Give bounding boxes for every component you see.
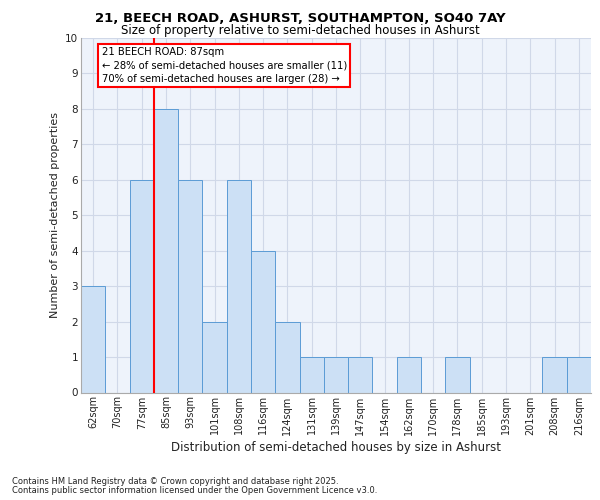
Text: 21, BEECH ROAD, ASHURST, SOUTHAMPTON, SO40 7AY: 21, BEECH ROAD, ASHURST, SOUTHAMPTON, SO… [95, 12, 505, 26]
Bar [154, 108, 178, 393]
Bar [130, 180, 154, 392]
Bar [202, 322, 227, 392]
Bar [567, 357, 591, 392]
Text: Size of property relative to semi-detached houses in Ashurst: Size of property relative to semi-detach… [121, 24, 479, 37]
Y-axis label: Number of semi-detached properties: Number of semi-detached properties [50, 112, 59, 318]
Bar [178, 180, 202, 392]
Bar [251, 250, 275, 392]
Text: 21 BEECH ROAD: 87sqm
← 28% of semi-detached houses are smaller (11)
70% of semi-: 21 BEECH ROAD: 87sqm ← 28% of semi-detac… [101, 48, 347, 84]
Text: Contains public sector information licensed under the Open Government Licence v3: Contains public sector information licen… [12, 486, 377, 495]
X-axis label: Distribution of semi-detached houses by size in Ashurst: Distribution of semi-detached houses by … [171, 442, 501, 454]
Bar [542, 357, 567, 392]
Bar [324, 357, 348, 392]
Text: Contains HM Land Registry data © Crown copyright and database right 2025.: Contains HM Land Registry data © Crown c… [12, 477, 338, 486]
Bar [348, 357, 373, 392]
Bar [397, 357, 421, 392]
Bar [445, 357, 470, 392]
Bar [299, 357, 324, 392]
Bar [275, 322, 299, 392]
Bar [81, 286, 105, 393]
Bar [227, 180, 251, 392]
